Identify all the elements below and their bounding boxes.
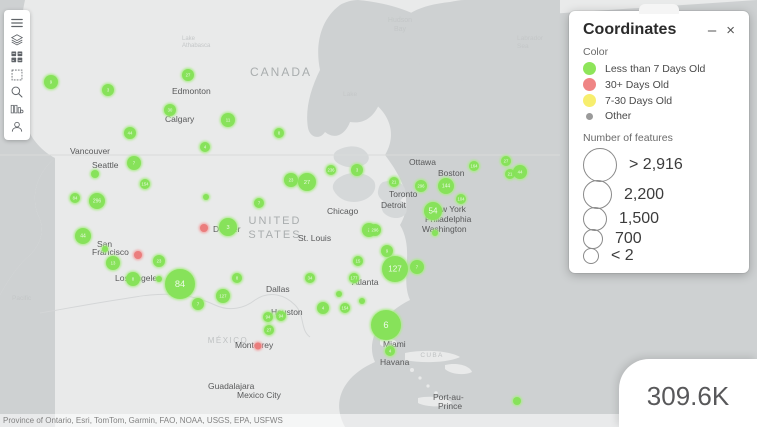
svg-text:84: 84 (175, 279, 185, 289)
svg-text:St. Louis: St. Louis (298, 233, 331, 243)
svg-text:177: 177 (351, 275, 359, 280)
svg-text:84: 84 (73, 195, 78, 200)
svg-text:STATES: STATES (248, 229, 301, 241)
svg-text:144: 144 (442, 184, 451, 190)
svg-text:154: 154 (342, 305, 350, 310)
svg-text:3: 3 (226, 225, 229, 231)
svg-text:CANADA: CANADA (250, 65, 312, 79)
svg-text:21: 21 (392, 179, 397, 184)
svg-text:Ottawa: Ottawa (409, 157, 436, 167)
svg-text:30: 30 (168, 107, 173, 112)
svg-text:Pacific: Pacific (12, 295, 32, 302)
svg-text:94: 94 (279, 313, 284, 318)
svg-text:44: 44 (80, 234, 86, 240)
svg-text:94: 94 (266, 314, 271, 319)
svg-text:Edmonton: Edmonton (172, 86, 211, 96)
svg-text:236: 236 (328, 167, 336, 172)
svg-text:Detroit: Detroit (381, 200, 407, 210)
svg-text:296: 296 (372, 227, 380, 232)
svg-text:Sea: Sea (517, 43, 529, 50)
svg-text:296: 296 (93, 199, 102, 205)
svg-text:27: 27 (304, 180, 310, 186)
svg-text:Labrador: Labrador (517, 35, 544, 42)
svg-text:UNITED: UNITED (249, 215, 302, 227)
svg-text:Vancouver: Vancouver (70, 146, 110, 156)
svg-text:34: 34 (308, 275, 313, 280)
svg-text:154: 154 (142, 181, 150, 186)
svg-text:Chicago: Chicago (327, 206, 358, 216)
svg-text:Athabasca: Athabasca (182, 43, 211, 49)
svg-text:23: 23 (289, 177, 294, 182)
svg-text:27: 27 (186, 72, 191, 77)
svg-text:23: 23 (157, 258, 162, 263)
svg-text:15: 15 (356, 258, 361, 263)
svg-text:Havana: Havana (380, 357, 410, 367)
svg-text:Lake: Lake (182, 36, 196, 42)
svg-text:Bay: Bay (394, 26, 407, 33)
svg-text:6: 6 (383, 320, 388, 330)
svg-text:44: 44 (518, 169, 523, 174)
svg-text:Dallas: Dallas (266, 284, 290, 294)
svg-text:Hudson: Hudson (388, 17, 412, 24)
svg-text:Prince: Prince (438, 401, 462, 411)
svg-text:Toronto: Toronto (389, 189, 418, 199)
svg-text:27: 27 (267, 327, 272, 332)
svg-text:Washington: Washington (422, 224, 467, 234)
svg-text:164: 164 (471, 163, 479, 168)
svg-text:Mexico City: Mexico City (237, 390, 282, 400)
svg-text:CUBA: CUBA (420, 352, 443, 359)
svg-text:104: 104 (458, 196, 466, 201)
svg-text:11: 11 (226, 117, 231, 122)
svg-text:127: 127 (388, 265, 402, 274)
svg-text:Seattle: Seattle (92, 160, 119, 170)
svg-text:Lake: Lake (343, 91, 357, 98)
svg-text:21: 21 (508, 171, 513, 176)
svg-text:54: 54 (428, 207, 438, 216)
svg-text:Boston: Boston (438, 168, 465, 178)
svg-text:296: 296 (418, 183, 426, 188)
svg-text:27: 27 (504, 158, 509, 163)
svg-text:127: 127 (219, 293, 227, 298)
svg-text:13: 13 (111, 260, 116, 265)
svg-text:44: 44 (128, 130, 133, 135)
